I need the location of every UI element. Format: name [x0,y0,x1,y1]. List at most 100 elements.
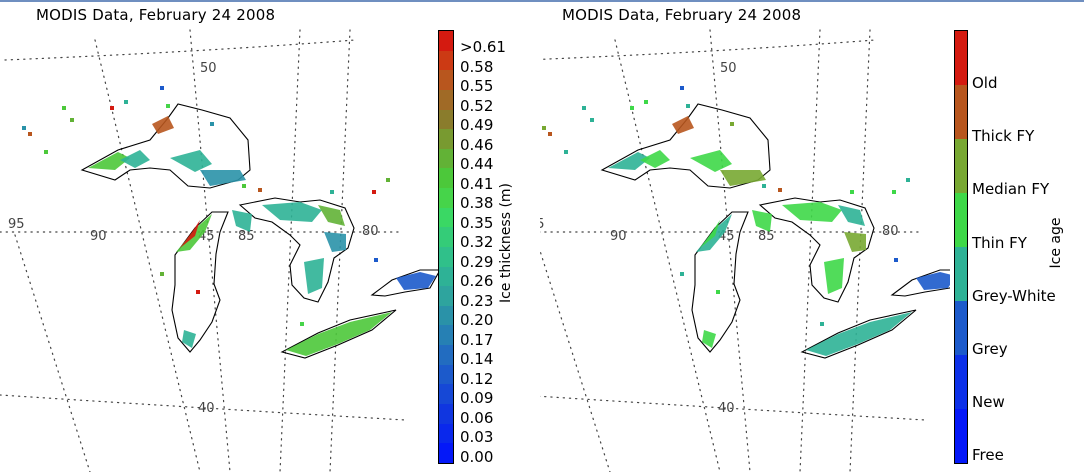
ice-pixel [70,118,74,122]
colorbar-tick-label: 0.03 [460,428,494,446]
ice-pixel [160,272,164,276]
colorbar-tick-label: 0.12 [460,369,494,388]
colorbar-segment [955,409,967,463]
ice-age-colorbar [954,30,968,464]
ice-pixel [210,122,214,126]
ice-pixel [630,106,634,110]
colorbar-segment [439,227,453,247]
ice-age-panel: MODIS Data, February 24 2008 50454095908… [540,0,1084,472]
ice-pixel [762,184,766,188]
colorbar-segment [955,139,967,193]
ice-pixel [166,104,170,108]
grid-label: 40 [718,401,735,416]
ice-patch [232,210,252,232]
colorbar-tick-label: >0.61 [460,38,506,56]
colorbar-segment [955,85,967,139]
colorbar-segment [955,355,967,409]
colorbar-segment [439,188,453,208]
colorbar-segment [439,31,453,51]
colorbar-tick-label: 0.14 [460,350,494,368]
grid-line [614,39,721,472]
ice-pixel [564,150,568,154]
lake-michigan-outline [691,211,749,353]
ice-pixel [62,106,66,110]
ice-patch [318,205,345,226]
ice-pixel [582,106,586,110]
colorbar-tick-label: 0.52 [460,96,494,115]
ice-pixel [330,190,334,194]
ice-pixel [850,190,854,194]
colorbar-segment [439,129,453,149]
colorbar-segment [439,443,453,463]
ice-patch [152,116,174,134]
ice-patch [720,170,766,186]
colorbar-tick-label: Thick FY [972,127,1035,146]
right-map-title: MODIS Data, February 24 2008 [562,6,802,24]
ice-patch [824,258,844,294]
lake-erie-outline [280,309,397,359]
colorbar-tick-label: 0.32 [460,233,494,251]
colorbar-tick-label: 0.58 [460,57,494,76]
grid-line [540,39,876,60]
colorbar-segment [439,89,453,110]
colorbar-tick-label: 0.06 [460,408,494,427]
ice-pixel [892,190,896,194]
grid-line [4,39,356,61]
colorbar-tick-label: 0.17 [460,330,494,349]
ice-pixel [44,150,48,154]
colorbar-segment [439,109,453,130]
ice-pixel [590,118,594,122]
lake-michigan-outline [171,211,229,353]
colorbar-tick-label: Median FY [972,180,1050,199]
ice-patch [838,205,865,226]
ice-pixel [160,86,164,90]
colorbar-tick-label: 0.26 [460,272,494,290]
ice-pixel [242,184,246,188]
ice-pixel [542,126,546,130]
ice-pixel [548,132,552,136]
ice-pixel [386,178,390,182]
ice-patch [396,272,436,290]
colorbar-tick-label: Free [972,446,1004,465]
ice-patch [88,152,130,170]
lake-erie-outline [800,309,917,359]
ice-pixel [644,100,648,104]
ice-thickness-panel: MODIS Data, February 24 2008 50 45 40 95 90 8… [0,0,530,472]
colorbar-segment [439,70,453,90]
ice-patch [170,150,212,172]
ice-patch [672,116,694,134]
ice-pixel [730,122,734,126]
colorbar-tick-label: Thin FY [972,233,1027,252]
ice-pixel [124,100,128,104]
colorbar-segment [439,364,453,385]
colorbar-segment [439,168,453,188]
colorbar-tick-label: 0.23 [460,291,494,310]
ice-pixel [680,272,684,276]
ice-age-axis-label: Ice age [1048,217,1064,269]
grid-line [540,248,611,472]
ice-pixel [372,190,376,194]
lake-huron-outline [238,197,355,303]
ice-pixel [716,290,720,294]
ice-pixel [686,104,690,108]
colorbar-tick-label: 0.41 [460,174,494,193]
colorbar-segment [955,301,967,355]
colorbar-tick-label: Old [972,74,998,92]
colorbar-segment [955,31,967,85]
colorbar-segment [955,247,967,301]
colorbar-tick-label: 0.38 [460,194,494,212]
ice-pixel [258,188,262,192]
ice-pixel [28,132,32,136]
colorbar-segment [439,266,453,287]
ice-patch [262,202,322,222]
grid-label: 95 [8,217,25,232]
ice-patch [752,210,772,232]
colorbar-tick-label: 0.55 [460,77,494,95]
top-divider [0,0,1084,2]
colorbar-segment [439,246,453,267]
colorbar-segment [439,325,453,345]
ice-thickness-axis-label: Ice thickness (m) [498,182,514,304]
